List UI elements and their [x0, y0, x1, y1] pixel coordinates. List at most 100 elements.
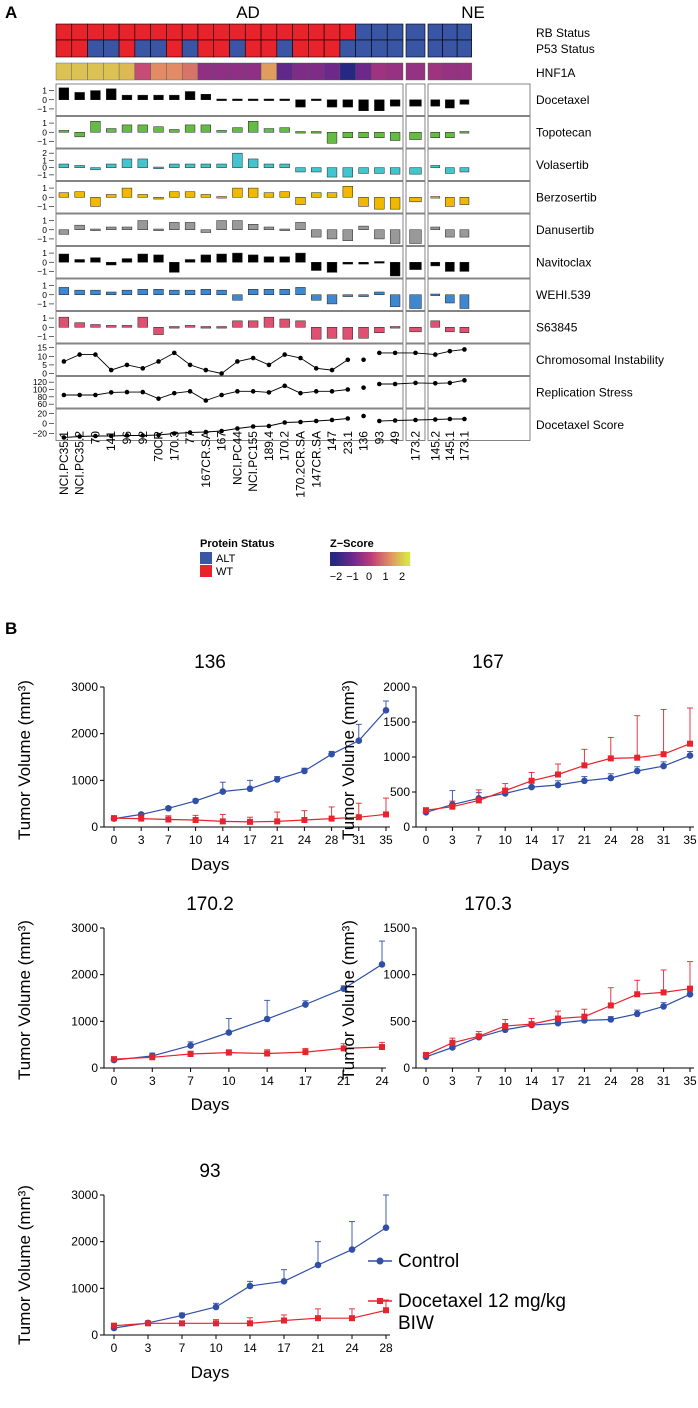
danusertib-row-frame: [55, 213, 404, 246]
chromosomal-instability-row-frame: [405, 343, 426, 376]
navitoclax-row-frame: [55, 246, 404, 279]
docetaxel-bar: [358, 99, 369, 111]
berzosertib-bar: [153, 197, 164, 200]
volasertib-row-frame: [427, 148, 531, 181]
x-tick-label: 35: [379, 833, 393, 847]
zscore-gradient: [368, 552, 371, 566]
x-tick-label: 17: [299, 1074, 313, 1088]
control-point: [246, 785, 254, 793]
docetaxel-point: [581, 762, 588, 769]
s63845-bar: [342, 327, 353, 340]
wehi-539-bar: [430, 293, 441, 296]
replication-stress-point: [124, 389, 130, 395]
y-tick-label: 1500: [383, 921, 410, 935]
s63845-bar: [389, 326, 401, 329]
x-tick-label: 21: [271, 833, 285, 847]
docetaxel-score-point: [235, 426, 240, 431]
chromosomal-instability-point: [298, 355, 303, 361]
berzosertib-bar: [409, 197, 422, 203]
danusertib-bar: [279, 228, 290, 231]
p53-status-cell: [166, 39, 183, 58]
rb-status-cell: [339, 23, 356, 41]
volasertib-bar: [374, 167, 385, 174]
berzosertib-tick: 1: [42, 183, 47, 193]
danusertib-bar: [459, 229, 470, 238]
hnf1a-cell: [118, 62, 136, 81]
s63845-bar: [295, 320, 306, 328]
chromosomal-instability-point: [203, 367, 209, 373]
docetaxel-bar: [232, 98, 243, 101]
docetaxel-score-row-frame: [405, 408, 426, 441]
p53-status-cell: [55, 39, 73, 58]
zscore-gradient: [338, 552, 341, 566]
sample-label: 189.4: [262, 431, 276, 461]
chart-title: 170.3: [464, 894, 512, 915]
zscore-gradient: [334, 552, 337, 566]
volasertib-bar: [263, 163, 275, 168]
docetaxel-point: [264, 1050, 271, 1057]
docetaxel-point: [423, 1051, 429, 1058]
navitoclax-bar: [121, 258, 133, 263]
p53-status-cell: [456, 39, 473, 58]
docetaxel-bar: [279, 98, 290, 101]
p53-status-cell: [213, 39, 230, 58]
zscore-gradient: [396, 552, 399, 566]
zscore-gradient: [364, 552, 367, 566]
rb-status-cell: [244, 23, 262, 41]
s63845-bar: [358, 327, 369, 339]
x-tick-label: 0: [111, 833, 118, 847]
zscore-gradient: [358, 552, 361, 566]
wehi-539-tick: 1: [42, 281, 47, 291]
p53-status-cell: [134, 39, 151, 58]
sample-label: 70: [88, 431, 102, 445]
replication-stress-point: [298, 390, 303, 396]
volasertib-bar: [389, 167, 401, 175]
hnf1a-cell: [150, 62, 167, 81]
docetaxel-point: [475, 1033, 482, 1040]
docetaxel-bar: [311, 98, 322, 101]
hnf1a-cell: [308, 62, 325, 81]
docetaxel-point: [634, 991, 641, 998]
docetaxel-point: [315, 1315, 321, 1322]
x-tick-label: 24: [604, 833, 618, 847]
x-tick-label: 14: [260, 1074, 274, 1088]
sample-label: NCI.PC155: [246, 431, 260, 492]
navitoclax-bar: [106, 262, 117, 266]
topotecan-bar: [137, 124, 148, 133]
sample-label: 147CR.SA: [309, 431, 323, 488]
danusertib-bar: [295, 222, 306, 231]
x-axis-title: Days: [191, 1095, 230, 1114]
docetaxel-bar: [200, 94, 211, 100]
s63845-bar: [430, 320, 441, 328]
zscore-tick: −2: [330, 571, 343, 583]
docetaxel-point: [187, 1051, 194, 1057]
rb-status-cell: [87, 23, 104, 41]
chromosomal-instability-point: [171, 350, 177, 356]
rb-status-cell: [55, 23, 73, 41]
s63845-row-frame: [405, 311, 426, 344]
panel-b-label: B: [5, 619, 17, 638]
x-tick-label: 17: [551, 1074, 565, 1088]
navitoclax-bar: [311, 262, 322, 271]
hnf1a-cell: [292, 62, 309, 81]
control-point: [607, 774, 615, 782]
p53-status-cell: [405, 39, 426, 58]
navitoclax-bar: [342, 262, 353, 265]
zscore-gradient: [404, 552, 407, 566]
navitoclax-bar: [326, 262, 338, 273]
docetaxel-score-point: [345, 416, 351, 421]
chromosomal-instability-row-frame: [427, 343, 531, 376]
docetaxel-row-frame: [55, 83, 404, 116]
replication-stress-point: [203, 398, 209, 403]
zscore-gradient: [360, 552, 363, 566]
rb-status-cell: [134, 23, 151, 41]
docetaxel-tick: 1: [42, 86, 47, 96]
docetaxel-bar: [459, 99, 470, 105]
control-point: [581, 777, 588, 785]
x-tick-label: 35: [683, 1074, 697, 1088]
s63845-tick: −1: [37, 331, 47, 341]
p53-status-cell: [229, 39, 246, 58]
rb-status-cell: [405, 23, 426, 41]
replication-stress-row-frame: [405, 376, 426, 409]
control-point: [280, 1278, 288, 1285]
